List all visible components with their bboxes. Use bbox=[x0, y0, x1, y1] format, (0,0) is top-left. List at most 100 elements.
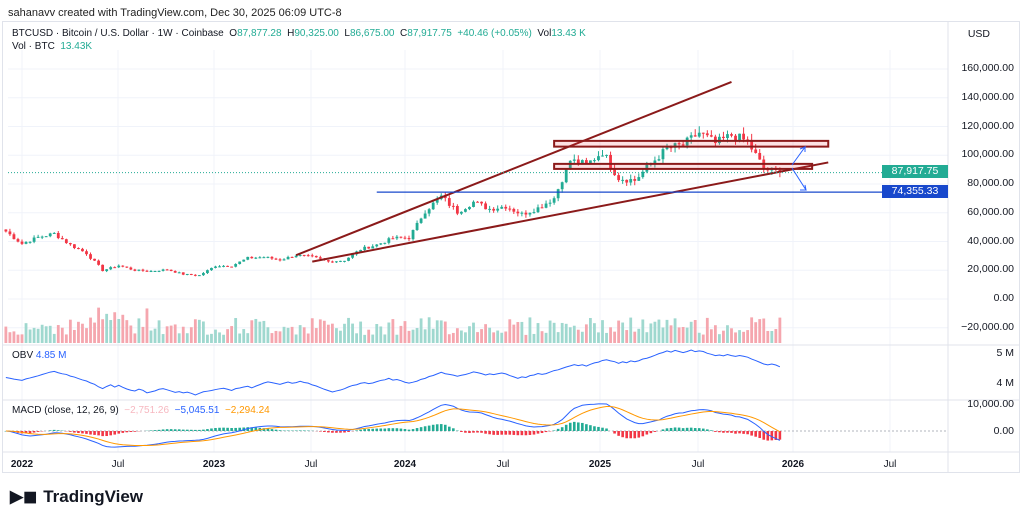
currency-label: USD bbox=[967, 28, 990, 40]
change-value: +40.46 (+0.05%) bbox=[457, 28, 532, 39]
macd-histogram-bar bbox=[226, 427, 229, 431]
tradingview-logo-icon: ▶◼ bbox=[10, 487, 38, 506]
candle bbox=[580, 160, 584, 164]
volume-bar bbox=[113, 312, 117, 343]
volume-bar bbox=[290, 326, 294, 343]
time-tick: 2024 bbox=[393, 459, 417, 470]
volume-bar bbox=[508, 319, 512, 343]
price-tick: 100,000.00 bbox=[961, 148, 1014, 161]
macd-histogram-bar bbox=[758, 431, 762, 439]
volume-bar bbox=[48, 325, 52, 343]
price-tick: −20,000.00 bbox=[961, 320, 1014, 333]
macd-legend[interactable]: MACD (close, 12, 26, 9) −2,751.26 −5,045… bbox=[12, 405, 270, 416]
macd-histogram-bar bbox=[270, 429, 274, 431]
candle bbox=[274, 258, 278, 260]
macd-histogram-bar bbox=[52, 429, 56, 431]
macd-histogram-bar bbox=[407, 429, 411, 431]
volume-bar bbox=[161, 334, 165, 343]
tradingview-logo[interactable]: ▶◼ TradingView bbox=[10, 487, 143, 507]
macd-histogram-bar bbox=[266, 428, 270, 431]
macd-histogram-bar bbox=[693, 428, 697, 431]
volume-bar bbox=[504, 331, 508, 343]
volume-bar bbox=[121, 314, 125, 343]
volume-bar bbox=[286, 327, 290, 343]
candle bbox=[536, 207, 540, 213]
volume-bar bbox=[40, 324, 44, 343]
volume-bar bbox=[492, 332, 496, 343]
volume-bar bbox=[572, 325, 576, 343]
volume-bar bbox=[455, 328, 459, 343]
volume-bar bbox=[97, 307, 100, 343]
candle bbox=[286, 256, 290, 260]
macd-histogram-bar bbox=[577, 422, 580, 431]
candle bbox=[81, 248, 84, 252]
macd-histogram-bar bbox=[363, 429, 366, 431]
candle bbox=[464, 209, 467, 212]
candle bbox=[379, 243, 383, 245]
candle bbox=[403, 237, 407, 239]
candle bbox=[697, 132, 701, 137]
candle bbox=[40, 236, 44, 238]
volume-legend[interactable]: Vol · BTC 13.43K bbox=[12, 41, 92, 52]
candle bbox=[395, 236, 399, 239]
macd-histogram-bar bbox=[423, 426, 427, 431]
volume-bar bbox=[117, 318, 121, 343]
symbol-title[interactable]: BTCUSD · Bitcoin / U.S. Dollar · 1W · Co… bbox=[12, 28, 224, 39]
candle bbox=[427, 209, 431, 214]
macd-histogram-bar bbox=[625, 431, 628, 439]
volume-bar bbox=[472, 322, 475, 343]
candle bbox=[270, 256, 274, 259]
volume-bar bbox=[214, 329, 217, 343]
candle bbox=[689, 135, 693, 138]
candle bbox=[278, 259, 282, 261]
macd-histogram-bar bbox=[766, 431, 770, 441]
candle bbox=[484, 203, 487, 210]
macd-tick: 10,000.00 bbox=[967, 398, 1014, 410]
candle bbox=[129, 267, 133, 270]
volume-bar bbox=[36, 328, 40, 343]
candle bbox=[758, 152, 762, 160]
macd-histogram-bar bbox=[403, 429, 407, 431]
candle bbox=[242, 259, 246, 262]
volume-bar bbox=[93, 322, 96, 343]
candle bbox=[742, 133, 745, 140]
volume-bar bbox=[189, 327, 193, 343]
volume-bar bbox=[149, 330, 153, 343]
macd-histogram-bar bbox=[605, 428, 608, 431]
candle bbox=[193, 274, 197, 276]
volume-label: Vol · BTC bbox=[12, 41, 55, 52]
macd-histogram-bar bbox=[181, 429, 185, 431]
macd-histogram-bar bbox=[210, 428, 213, 431]
volume-bar bbox=[258, 321, 262, 343]
macd-histogram-bar bbox=[460, 431, 463, 432]
candle bbox=[693, 135, 697, 137]
macd-value: −5,045.51 bbox=[174, 405, 220, 416]
volume-bar bbox=[488, 327, 492, 343]
volume-bar bbox=[24, 323, 28, 343]
candle bbox=[141, 269, 145, 271]
macd-histogram-bar bbox=[439, 424, 443, 431]
volume-bar bbox=[359, 321, 363, 343]
volume-bar bbox=[480, 329, 483, 343]
candle bbox=[415, 222, 419, 231]
time-tick: 2026 bbox=[781, 459, 805, 470]
time-tick: 2022 bbox=[10, 459, 34, 470]
macd-histogram-bar bbox=[653, 431, 657, 432]
macd-histogram-bar bbox=[544, 431, 548, 433]
volume-bar bbox=[593, 323, 596, 343]
candle bbox=[560, 182, 564, 190]
obv-legend[interactable]: OBV 4.85 M bbox=[12, 350, 66, 361]
candle bbox=[504, 206, 508, 209]
macd-histogram-bar bbox=[722, 431, 725, 433]
candle bbox=[520, 212, 524, 214]
macd-line bbox=[5, 403, 781, 448]
volume-bar bbox=[633, 331, 637, 343]
volume-bar bbox=[629, 317, 633, 343]
macd-histogram-bar bbox=[448, 426, 451, 431]
macd-histogram-bar bbox=[649, 431, 653, 434]
candle bbox=[250, 256, 254, 259]
macd-histogram-bar bbox=[681, 428, 685, 431]
volume-bar bbox=[419, 318, 423, 343]
candle bbox=[524, 212, 528, 215]
